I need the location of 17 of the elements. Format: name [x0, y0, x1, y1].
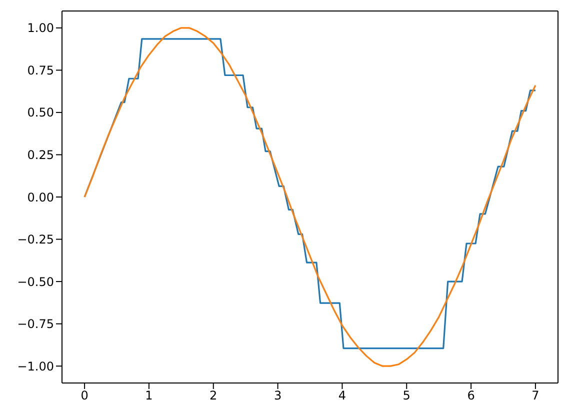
x-tick-label: 0: [80, 388, 88, 403]
x-tick-label: 5: [402, 388, 410, 403]
x-tick-label: 6: [467, 388, 475, 403]
y-tick-label: 0.75: [27, 63, 54, 78]
y-tick-label: 0.50: [27, 106, 54, 120]
x-tick-label: 1: [145, 388, 153, 403]
y-tick-label: −0.50: [17, 274, 54, 289]
y-tick-label: −1.00: [17, 359, 54, 374]
y-tick-label: −0.75: [17, 317, 54, 332]
x-tick-label: 3: [274, 388, 282, 403]
x-tick-label: 2: [210, 388, 218, 403]
y-tick-label: 1.00: [27, 21, 54, 36]
x-tick-label: 7: [532, 388, 540, 403]
y-tick-label: 0.00: [27, 190, 54, 204]
x-tick-label: 4: [338, 388, 346, 403]
y-tick-label: −0.25: [17, 232, 54, 247]
y-tick-label: 0.25: [27, 148, 54, 162]
